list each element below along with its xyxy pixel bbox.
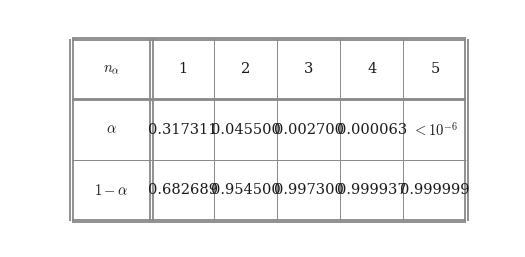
Text: 0.997300: 0.997300 — [274, 183, 344, 197]
Bar — [151, 160, 214, 221]
Text: 0.002700: 0.002700 — [274, 123, 344, 137]
Text: $1 - \alpha$: $1 - \alpha$ — [94, 183, 129, 198]
Text: 4: 4 — [367, 62, 376, 76]
Text: $n_{\alpha}$: $n_{\alpha}$ — [103, 62, 120, 76]
Text: $< 10^{-6}$: $< 10^{-6}$ — [412, 121, 458, 139]
Bar — [340, 160, 403, 221]
Bar — [403, 99, 466, 160]
Bar — [277, 160, 340, 221]
Text: 2: 2 — [241, 62, 250, 76]
Bar — [214, 39, 277, 99]
Text: 0.954500: 0.954500 — [211, 183, 281, 197]
Text: 0.317311: 0.317311 — [148, 123, 217, 137]
Text: 5: 5 — [430, 62, 439, 76]
Bar — [72, 99, 151, 160]
Bar — [214, 160, 277, 221]
Text: 3: 3 — [304, 62, 313, 76]
Text: 0.999937: 0.999937 — [337, 183, 407, 197]
Text: 0.000063: 0.000063 — [337, 123, 407, 137]
Bar — [277, 99, 340, 160]
Bar — [214, 99, 277, 160]
Text: 0.682689: 0.682689 — [148, 183, 218, 197]
Text: 1: 1 — [178, 62, 187, 76]
Text: 0.999999: 0.999999 — [400, 183, 470, 197]
Bar — [403, 160, 466, 221]
Text: $\alpha$: $\alpha$ — [106, 123, 117, 137]
Bar — [340, 39, 403, 99]
Bar — [151, 99, 214, 160]
Text: 0.045500: 0.045500 — [211, 123, 281, 137]
Bar — [277, 39, 340, 99]
Bar — [72, 160, 151, 221]
Bar — [403, 39, 466, 99]
Bar — [151, 39, 214, 99]
Bar — [72, 39, 151, 99]
Bar — [340, 99, 403, 160]
